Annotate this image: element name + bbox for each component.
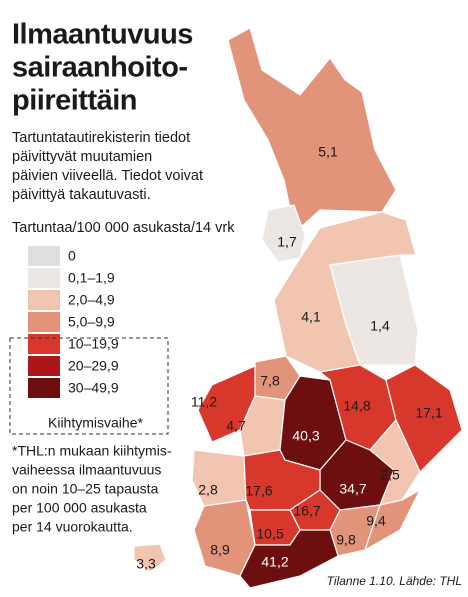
legend-label: 30–49,9 <box>68 380 119 396</box>
region-label: 9,4 <box>366 513 386 529</box>
region-label: 3,3 <box>136 556 156 572</box>
title-line: Ilmaantuvuus <box>12 19 193 51</box>
region-label: 2,5 <box>380 467 400 483</box>
description-line: päivittyä takautuvasti. <box>12 187 151 203</box>
legend-swatch <box>28 334 60 354</box>
legend-title: Tartuntaa/100 000 asukasta/14 vrk <box>12 220 235 236</box>
group-box <box>9 337 169 435</box>
region-label: 5,1 <box>318 144 338 160</box>
group-label: Kiihtymisvaihe* <box>48 415 143 431</box>
title-line: piireittäin <box>12 85 137 117</box>
region <box>239 529 339 589</box>
region-label: 40,3 <box>292 428 319 444</box>
map <box>133 27 463 589</box>
legend-swatch <box>28 378 60 398</box>
description-line: päivittyvät muutamien <box>12 149 152 165</box>
region-label: 11,2 <box>191 394 217 410</box>
legend-label: 2,0–4,9 <box>68 292 115 308</box>
legend-swatch <box>28 356 60 376</box>
region-label: 10,5 <box>256 526 283 542</box>
region-label: 1,4 <box>370 318 390 334</box>
legend-swatch <box>28 290 60 310</box>
legend-swatch <box>28 268 60 288</box>
description-line: päivien viiveellä. Tiedot voivat <box>12 168 203 184</box>
region-label: 9,8 <box>336 532 356 548</box>
region-label: 34,7 <box>339 481 366 497</box>
footnote-line: per 100 000 asukasta <box>12 500 147 516</box>
legend-label: 0,1–1,9 <box>68 270 115 286</box>
title-line: sairaanhoito- <box>12 52 188 84</box>
region <box>227 27 397 229</box>
region-label: 8,9 <box>210 542 230 558</box>
region-label: 2,8 <box>198 482 218 498</box>
region <box>363 488 422 552</box>
footnote-line: on noin 10–25 tapausta <box>12 481 159 497</box>
legend-swatch <box>28 246 60 266</box>
region-label: 16,7 <box>293 503 320 519</box>
legend-label: 5,0–9,9 <box>68 314 115 330</box>
region <box>133 543 167 573</box>
region-label: 17,1 <box>415 405 442 421</box>
region-label: 17,6 <box>245 483 272 499</box>
region-label: 1,7 <box>277 234 297 250</box>
description-line: Tartuntatautirekisterin tiedot <box>12 130 190 146</box>
region-label: 41,2 <box>261 554 288 570</box>
legend-label: 20–29,9 <box>68 358 119 374</box>
region-label: 4,7 <box>226 418 246 434</box>
footnote-line: *THL:n mukaan kiihtymis- <box>12 443 172 459</box>
legend-label: 0 <box>68 248 76 264</box>
footnote-line: per 14 vuorokautta. <box>12 519 133 535</box>
region-label: 7,8 <box>260 373 280 389</box>
legend-swatch <box>28 312 60 332</box>
source: Tilanne 1.10. Lähde: THL <box>327 574 462 588</box>
region-label: 14,8 <box>343 398 370 414</box>
footnote-line: vaiheessa ilmaantuvuus <box>12 462 161 478</box>
region-label: 4,1 <box>301 309 321 325</box>
legend-label: 10–19,9 <box>68 336 119 352</box>
